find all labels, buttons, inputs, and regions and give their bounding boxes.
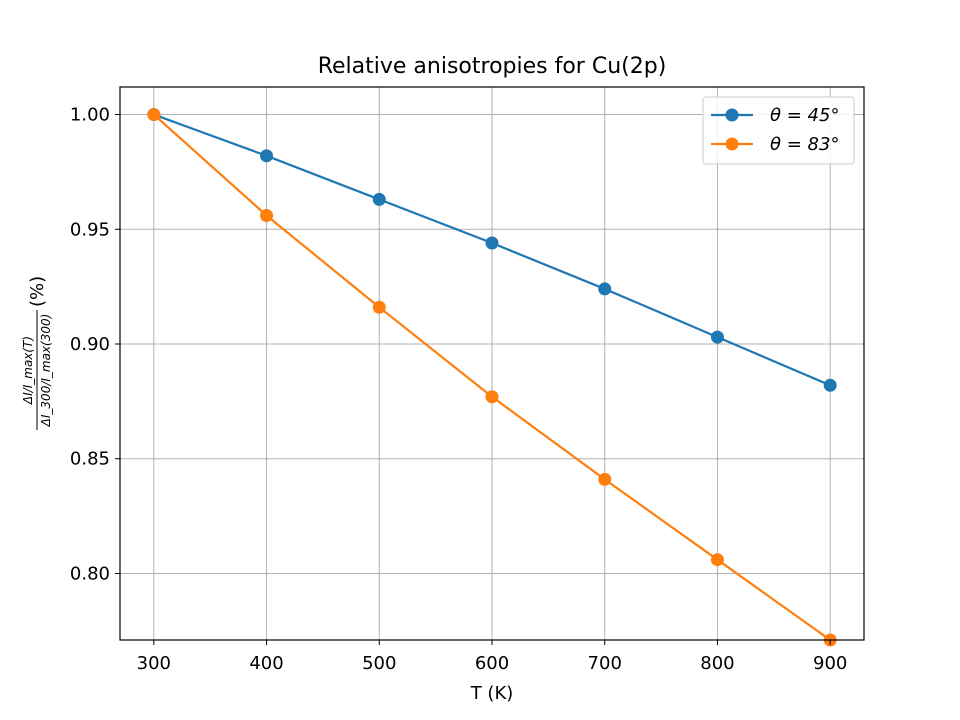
legend: θ = 45° θ = 83° [702, 96, 855, 165]
data-point-theta-45 [823, 378, 837, 392]
data-point-theta-45 [372, 192, 386, 206]
y-axis-label-unit: (%) [27, 276, 48, 307]
data-point-theta-83 [147, 108, 161, 122]
data-point-theta-45 [260, 149, 274, 163]
axis-ticks: 300 400 500 600 700 800 900 0.80 0.85 0.90 0.95 1.0… [70, 105, 847, 674]
data-point-theta-45 [598, 282, 612, 296]
x-axis-label: T (K) [470, 683, 514, 704]
data-point-theta-45 [710, 330, 724, 344]
legend-marker-theta-83 [725, 137, 739, 151]
x-tick-label: 800 [700, 653, 734, 674]
x-tick-label: 500 [362, 653, 396, 674]
y-tick-label: 0.90 [70, 334, 110, 355]
y-axis-label-numerator: ΔI/I_max(T) [21, 336, 35, 405]
data-point-theta-45 [485, 236, 499, 250]
x-tick-label: 400 [249, 653, 283, 674]
data-point-theta-83 [710, 553, 724, 567]
chart-title: Relative anisotropies for Cu(2p) [318, 54, 667, 79]
x-tick-label: 600 [475, 653, 509, 674]
data-point-theta-83 [260, 208, 274, 222]
y-tick-label: 1.00 [70, 105, 110, 126]
y-axis-label-denominator: ΔI_300/I_max(300) [39, 314, 53, 428]
y-tick-label: 0.80 [70, 563, 110, 584]
data-point-theta-83 [372, 300, 386, 314]
x-tick-label: 900 [813, 653, 847, 674]
legend-marker-theta-45 [725, 108, 739, 122]
y-axis-label: ΔI/I_max(T) ΔI_300/I_max(300) (%) [21, 276, 53, 430]
grid [120, 87, 864, 640]
y-tick-label: 0.85 [70, 449, 110, 470]
legend-label-theta-83: θ = 83° [770, 134, 839, 155]
legend-label-theta-45: θ = 45° [770, 105, 839, 126]
x-tick-label: 700 [588, 653, 622, 674]
data-point-theta-83 [598, 472, 612, 486]
x-tick-label: 300 [137, 653, 171, 674]
legend-box [702, 96, 855, 165]
data-point-theta-83 [485, 390, 499, 404]
y-tick-label: 0.95 [70, 219, 110, 240]
